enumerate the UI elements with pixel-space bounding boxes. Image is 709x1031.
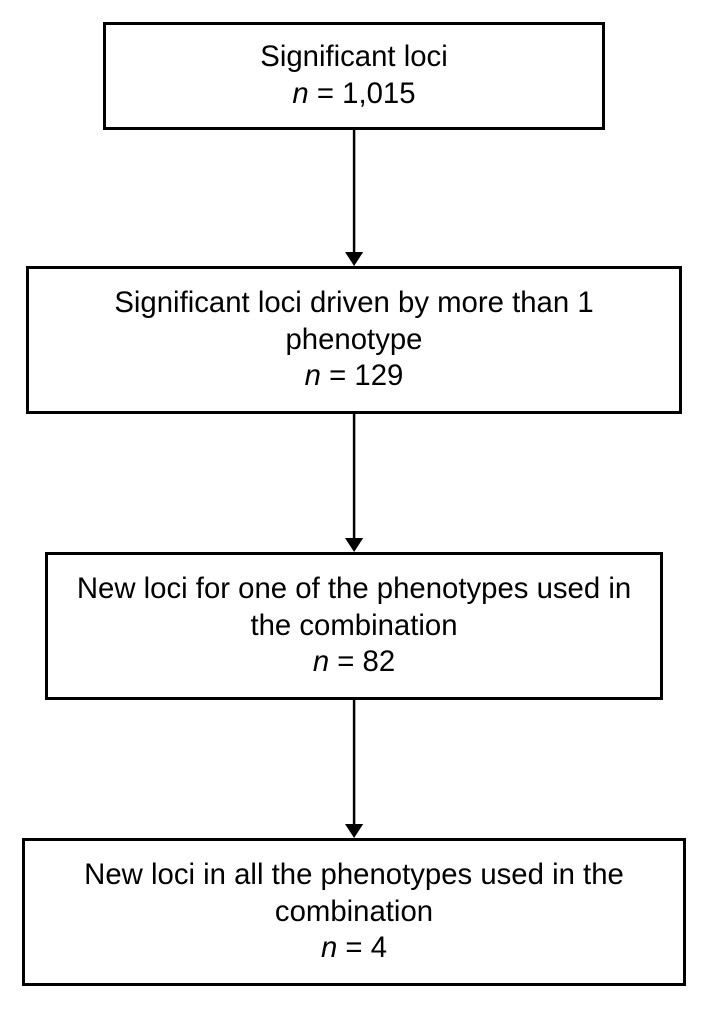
n-value: = 129 [321, 359, 403, 392]
node-new-one-pheno: New loci for one of the phenotypes used … [45, 552, 663, 700]
n-value: = 82 [329, 645, 395, 678]
edge-arrow [341, 700, 367, 838]
node-significant-loci: Significant loci n = 1,015 [103, 22, 605, 130]
node-label: Significant loci driven by more than 1 p… [49, 285, 659, 358]
node-count: n = 82 [313, 644, 395, 681]
node-label: New loci in all the phenotypes used in t… [45, 857, 663, 930]
n-value: = 4 [337, 931, 387, 964]
flowchart-canvas: Significant loci n = 1,015 Significant l… [0, 0, 709, 1031]
node-count: n = 129 [305, 358, 404, 395]
node-new-all-pheno: New loci in all the phenotypes used in t… [22, 838, 686, 986]
node-count: n = 1,015 [292, 76, 415, 113]
n-symbol: n [313, 645, 329, 678]
node-label: New loci for one of the phenotypes used … [68, 571, 640, 644]
edge-arrow [341, 130, 367, 266]
n-symbol: n [305, 359, 321, 392]
n-symbol: n [292, 77, 308, 110]
node-count: n = 4 [321, 930, 387, 967]
edge-arrow [341, 414, 367, 552]
n-symbol: n [321, 931, 337, 964]
node-label: Significant loci [260, 39, 447, 76]
node-multi-phenotype: Significant loci driven by more than 1 p… [26, 266, 682, 414]
n-value: = 1,015 [309, 77, 416, 110]
